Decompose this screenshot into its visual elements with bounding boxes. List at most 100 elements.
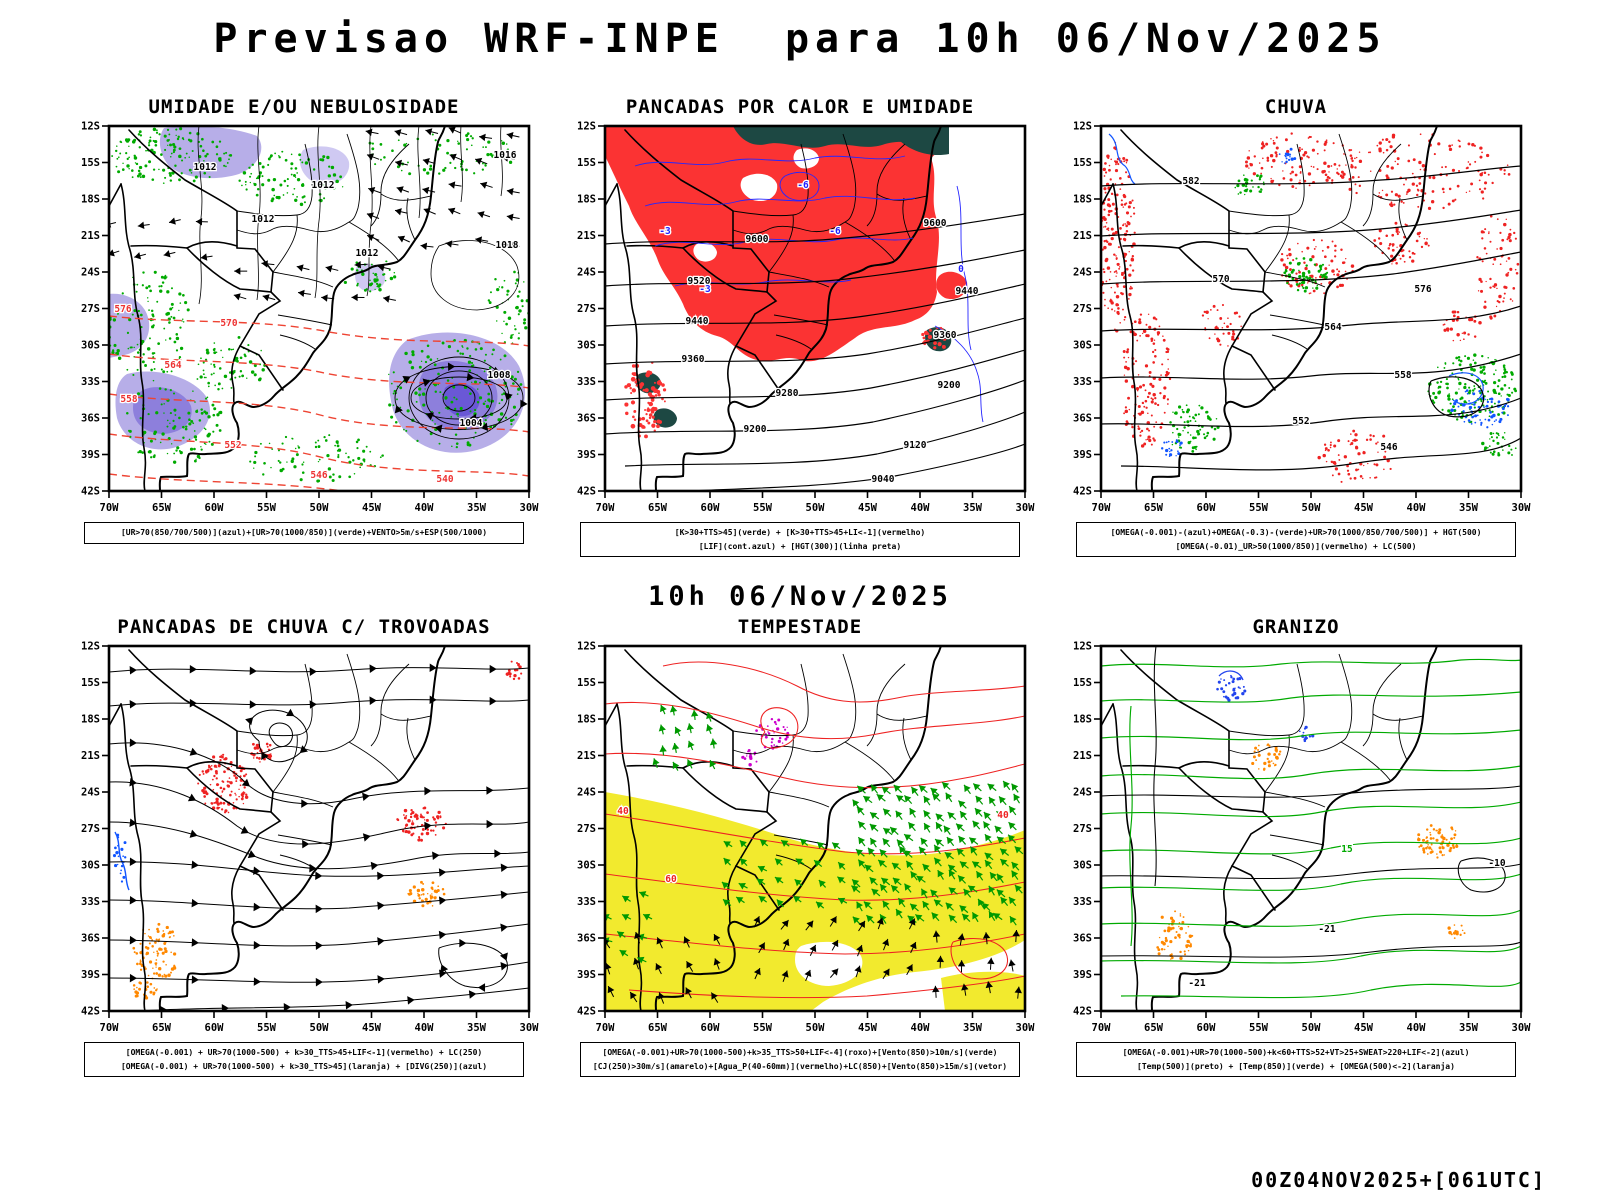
svg-text:65W: 65W: [152, 502, 172, 514]
svg-text:40W: 40W: [911, 502, 931, 514]
svg-text:60W: 60W: [1197, 1022, 1217, 1034]
svg-text:15S: 15S: [577, 677, 596, 689]
svg-text:30W: 30W: [520, 1022, 540, 1034]
svg-text:60W: 60W: [1197, 502, 1217, 514]
svg-text:39S: 39S: [577, 449, 596, 461]
svg-text:21S: 21S: [1073, 750, 1092, 762]
svg-text:9520: 9520: [688, 276, 711, 287]
svg-text:70W: 70W: [1092, 1022, 1112, 1034]
svg-text:24S: 24S: [577, 787, 596, 799]
svg-text:27S: 27S: [1073, 303, 1092, 315]
svg-text:60W: 60W: [205, 502, 225, 514]
svg-text:65W: 65W: [648, 1022, 668, 1034]
svg-text:21S: 21S: [577, 750, 596, 762]
panel-chuva: CHUVA 582 576 570 564 558 552 546 12S 15S 18S 21S 2…: [1053, 96, 1539, 558]
caption-line: [UR>70(850/700/500)](azul)+[UR>70(1000/8…: [120, 528, 488, 537]
svg-text:30W: 30W: [1512, 1022, 1532, 1034]
svg-text:30W: 30W: [1016, 1022, 1036, 1034]
svg-text:-10: -10: [1488, 858, 1505, 869]
svg-text:30S: 30S: [577, 860, 596, 872]
svg-text:42S: 42S: [81, 486, 100, 498]
svg-text:24S: 24S: [1073, 787, 1092, 799]
svg-text:55W: 55W: [753, 1022, 773, 1034]
svg-text:9040: 9040: [872, 474, 895, 485]
page-title: Previsao WRF-INPE para 10h 06/Nov/2025: [213, 16, 1387, 62]
svg-text:70W: 70W: [100, 1022, 120, 1034]
svg-text:60W: 60W: [701, 1022, 721, 1034]
svg-text:-6: -6: [797, 180, 809, 191]
panel-pancadas-calor: PANCADAS POR CALOR E UMIDADE 9600 9600 952…: [557, 96, 1043, 558]
svg-text:1016: 1016: [494, 150, 517, 161]
svg-text:33S: 33S: [577, 376, 596, 388]
svg-text:39S: 39S: [81, 969, 100, 981]
svg-text:24S: 24S: [1073, 267, 1092, 279]
forecast-page: Previsao WRF-INPE para 10h 06/Nov/2025 U…: [0, 16, 1600, 1192]
svg-text:27S: 27S: [81, 823, 100, 835]
svg-text:36S: 36S: [1073, 413, 1092, 425]
svg-text:12S: 12S: [577, 121, 596, 133]
svg-text:-21: -21: [1188, 978, 1205, 989]
map-granizo: -21 -21 -10 15 12S 15S 18S 21S 24S 27S 30S 33S 36S 39…: [1073, 641, 1532, 1035]
svg-text:540: 540: [436, 474, 453, 485]
map-tempestade: 40 40 60 12S 15S 18S 21S 24S 27S 30S 33S 36S 39S 42S7…: [577, 641, 1036, 1035]
svg-text:18S: 18S: [577, 714, 596, 726]
svg-text:27S: 27S: [81, 303, 100, 315]
svg-text:552: 552: [1292, 416, 1309, 427]
svg-text:30S: 30S: [81, 340, 100, 352]
svg-text:55W: 55W: [257, 1022, 277, 1034]
svg-text:30W: 30W: [520, 502, 540, 514]
svg-text:9600: 9600: [924, 218, 947, 229]
svg-text:50W: 50W: [1302, 502, 1322, 514]
svg-text:12S: 12S: [577, 641, 596, 653]
svg-text:40W: 40W: [1407, 1022, 1427, 1034]
svg-text:15: 15: [1341, 844, 1353, 855]
svg-text:9440: 9440: [956, 286, 979, 297]
svg-text:15S: 15S: [81, 677, 100, 689]
svg-text:50W: 50W: [806, 502, 826, 514]
panel-row-bottom: PANCADAS DE CHUVA C/ TROVOADAS 12S 15S 18S…: [0, 616, 1600, 1078]
svg-text:9600: 9600: [746, 234, 769, 245]
svg-text:60W: 60W: [701, 502, 721, 514]
svg-text:50W: 50W: [806, 1022, 826, 1034]
caption-line: [OMEGA(-0.001)+UR>70(1000-500)+k<60+TTS>…: [1122, 1048, 1470, 1058]
svg-text:55W: 55W: [753, 502, 773, 514]
svg-text:-3: -3: [699, 284, 711, 295]
svg-text:21S: 21S: [81, 230, 100, 242]
panel-umidade: UMIDADE E/OU NEBULOSIDADE 1012 1012 1012 10…: [61, 96, 547, 557]
svg-text:36S: 36S: [81, 413, 100, 425]
caption-line: [OMEGA(-0.001) + UR>70(1000-500) + k>30_…: [120, 1061, 488, 1071]
svg-text:60W: 60W: [205, 1022, 225, 1034]
caption-tempestade: [OMEGA(-0.001)+UR>70(1000-500)+k>35_TTS>…: [580, 1042, 1020, 1078]
map-umidade-nebulosidade: 1012 1012 1012 1012 1016 1018 1008 1004 576 570 56…: [81, 121, 540, 515]
svg-text:40W: 40W: [911, 1022, 931, 1034]
svg-text:70W: 70W: [1092, 502, 1112, 514]
panel-tempestade: TEMPESTADE 40 40 60 12S 15S 18S 21S 24S 27S 30S 33…: [557, 616, 1043, 1078]
svg-text:12S: 12S: [81, 121, 100, 133]
svg-text:35W: 35W: [1459, 1022, 1479, 1034]
svg-text:40: 40: [617, 806, 629, 817]
panel-title-umidade: UMIDADE E/OU NEBULOSIDADE: [148, 96, 460, 118]
svg-text:39S: 39S: [81, 449, 100, 461]
svg-text:30W: 30W: [1016, 502, 1036, 514]
svg-text:21S: 21S: [1073, 230, 1092, 242]
svg-text:65W: 65W: [1144, 502, 1164, 514]
svg-text:-3: -3: [659, 226, 671, 237]
svg-text:18S: 18S: [1073, 714, 1092, 726]
svg-text:35W: 35W: [467, 1022, 487, 1034]
caption-line: [OMEGA(-0.01)_UR>50(1000/850)](vermelho)…: [1175, 541, 1417, 551]
svg-text:18S: 18S: [577, 194, 596, 206]
svg-text:70W: 70W: [596, 502, 616, 514]
svg-text:40W: 40W: [1407, 502, 1427, 514]
svg-text:30S: 30S: [81, 860, 100, 872]
caption-line: [Temp(500)](preto) + [Temp(850)](verde) …: [1137, 1061, 1455, 1071]
svg-text:50W: 50W: [310, 502, 330, 514]
svg-text:42S: 42S: [577, 1006, 596, 1018]
svg-text:9360: 9360: [682, 354, 705, 365]
panel-title-granizo: GRANIZO: [1252, 616, 1340, 639]
panel-granizo: GRANIZO -21 -21 -10 15 12S 15S 18S 21S 24S 27S 30S…: [1053, 616, 1539, 1078]
svg-text:42S: 42S: [1073, 486, 1092, 498]
svg-text:42S: 42S: [81, 1006, 100, 1018]
map-chuva: 582 576 570 564 558 552 546 12S 15S 18S 21S 24S 27S 3…: [1073, 121, 1531, 515]
svg-text:45W: 45W: [858, 502, 878, 514]
